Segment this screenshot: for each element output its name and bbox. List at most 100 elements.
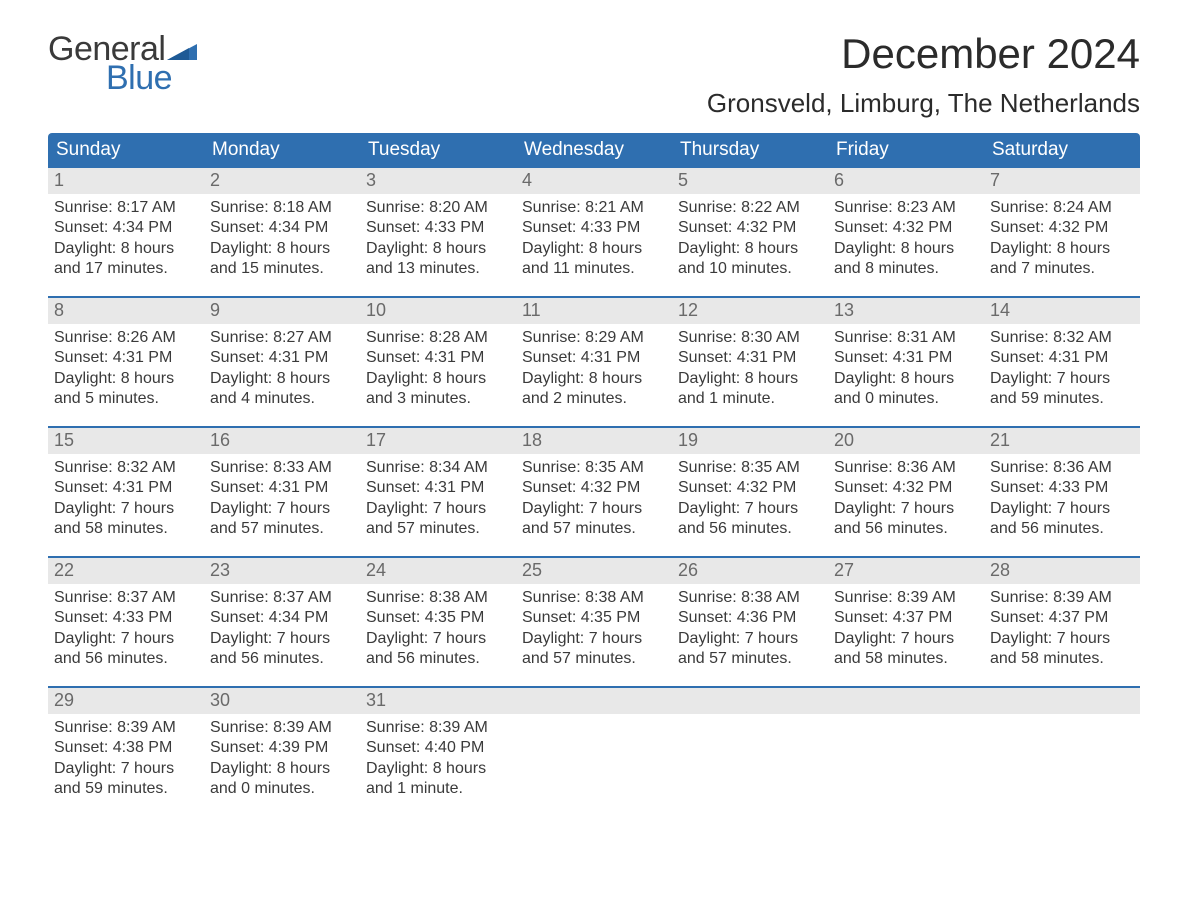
day-details: Sunrise: 8:35 AMSunset: 4:32 PMDaylight:… [516, 454, 672, 540]
day-number: 31 [360, 688, 516, 714]
day-cell [516, 688, 672, 816]
sunrise-text: Sunrise: 8:35 AM [678, 458, 822, 478]
daylight-text: Daylight: 8 hours [834, 369, 978, 389]
day-details: Sunrise: 8:18 AMSunset: 4:34 PMDaylight:… [204, 194, 360, 280]
week-row: 8Sunrise: 8:26 AMSunset: 4:31 PMDaylight… [48, 296, 1140, 426]
day-details: Sunrise: 8:28 AMSunset: 4:31 PMDaylight:… [360, 324, 516, 410]
daylight-text-2: and 56 minutes. [366, 649, 510, 669]
day-number: 3 [360, 168, 516, 194]
day-details: Sunrise: 8:37 AMSunset: 4:34 PMDaylight:… [204, 584, 360, 670]
sunrise-text: Sunrise: 8:33 AM [210, 458, 354, 478]
day-number: 29 [48, 688, 204, 714]
day-details: Sunrise: 8:35 AMSunset: 4:32 PMDaylight:… [672, 454, 828, 540]
sunset-text: Sunset: 4:36 PM [678, 608, 822, 628]
sunset-text: Sunset: 4:38 PM [54, 738, 198, 758]
day-cell: 29Sunrise: 8:39 AMSunset: 4:38 PMDayligh… [48, 688, 204, 816]
day-details: Sunrise: 8:32 AMSunset: 4:31 PMDaylight:… [48, 454, 204, 540]
sunrise-text: Sunrise: 8:38 AM [366, 588, 510, 608]
day-details: Sunrise: 8:30 AMSunset: 4:31 PMDaylight:… [672, 324, 828, 410]
sunset-text: Sunset: 4:34 PM [54, 218, 198, 238]
daylight-text-2: and 56 minutes. [210, 649, 354, 669]
daylight-text-2: and 56 minutes. [990, 519, 1134, 539]
day-details: Sunrise: 8:24 AMSunset: 4:32 PMDaylight:… [984, 194, 1140, 280]
sunrise-text: Sunrise: 8:34 AM [366, 458, 510, 478]
day-details: Sunrise: 8:22 AMSunset: 4:32 PMDaylight:… [672, 194, 828, 280]
day-number: 23 [204, 558, 360, 584]
day-cell: 19Sunrise: 8:35 AMSunset: 4:32 PMDayligh… [672, 428, 828, 556]
day-cell: 21 Sunrise: 8:36 AMSunset: 4:33 PMDayligh… [984, 428, 1140, 556]
daylight-text: Daylight: 7 hours [54, 629, 198, 649]
daylight-text-2: and 11 minutes. [522, 259, 666, 279]
daylight-text-2: and 57 minutes. [522, 649, 666, 669]
day-cell: 10Sunrise: 8:28 AMSunset: 4:31 PMDayligh… [360, 298, 516, 426]
day-details: Sunrise: 8:27 AMSunset: 4:31 PMDaylight:… [204, 324, 360, 410]
daylight-text: Daylight: 8 hours [210, 759, 354, 779]
sunrise-text: Sunrise: 8:30 AM [678, 328, 822, 348]
sunset-text: Sunset: 4:31 PM [678, 348, 822, 368]
day-details: Sunrise: 8:33 AMSunset: 4:31 PMDaylight:… [204, 454, 360, 540]
day-cell: 27Sunrise: 8:39 AMSunset: 4:37 PMDayligh… [828, 558, 984, 686]
sunset-text: Sunset: 4:32 PM [522, 478, 666, 498]
sunset-text: Sunset: 4:33 PM [366, 218, 510, 238]
sunset-text: Sunset: 4:35 PM [366, 608, 510, 628]
sunset-text: Sunset: 4:33 PM [54, 608, 198, 628]
daylight-text-2: and 17 minutes. [54, 259, 198, 279]
day-number: 22 [48, 558, 204, 584]
daylight-text-2: and 3 minutes. [366, 389, 510, 409]
day-number: 15 [48, 428, 204, 454]
day-number: 18 [516, 428, 672, 454]
day-details: Sunrise: 8:20 AMSunset: 4:33 PMDaylight:… [360, 194, 516, 280]
day-details: Sunrise: 8:23 AMSunset: 4:32 PMDaylight:… [828, 194, 984, 280]
day-cell [828, 688, 984, 816]
sunset-text: Sunset: 4:31 PM [834, 348, 978, 368]
dow-saturday: Saturday [984, 133, 1140, 168]
daylight-text-2: and 56 minutes. [834, 519, 978, 539]
day-cell: 7Sunrise: 8:24 AMSunset: 4:32 PMDaylight… [984, 168, 1140, 296]
week-row: 15Sunrise: 8:32 AMSunset: 4:31 PMDayligh… [48, 426, 1140, 556]
day-cell: 6Sunrise: 8:23 AMSunset: 4:32 PMDaylight… [828, 168, 984, 296]
sunset-text: Sunset: 4:33 PM [522, 218, 666, 238]
daylight-text: Daylight: 8 hours [522, 239, 666, 259]
calendar: Sunday Monday Tuesday Wednesday Thursday… [48, 133, 1140, 816]
day-details: Sunrise: 8:17 AMSunset: 4:34 PMDaylight:… [48, 194, 204, 280]
day-number [828, 688, 984, 714]
day-number: 20 [828, 428, 984, 454]
day-cell: 17Sunrise: 8:34 AMSunset: 4:31 PMDayligh… [360, 428, 516, 556]
day-cell: 14Sunrise: 8:32 AMSunset: 4:31 PMDayligh… [984, 298, 1140, 426]
day-number: 24 [360, 558, 516, 584]
day-cell: 5Sunrise: 8:22 AMSunset: 4:32 PMDaylight… [672, 168, 828, 296]
sunrise-text: Sunrise: 8:36 AM [990, 458, 1134, 478]
day-details: Sunrise: 8:39 AMSunset: 4:40 PMDaylight:… [360, 714, 516, 800]
day-number: 21 [984, 428, 1140, 454]
sunrise-text: Sunrise: 8:35 AM [522, 458, 666, 478]
sunrise-text: Sunrise: 8:26 AM [54, 328, 198, 348]
daylight-text: Daylight: 7 hours [990, 369, 1134, 389]
daylight-text-2: and 57 minutes. [522, 519, 666, 539]
day-details: Sunrise: 8:39 AMSunset: 4:37 PMDaylight:… [984, 584, 1140, 670]
sunset-text: Sunset: 4:31 PM [210, 348, 354, 368]
sunset-text: Sunset: 4:33 PM [990, 478, 1134, 498]
daylight-text: Daylight: 7 hours [990, 629, 1134, 649]
day-number: 2 [204, 168, 360, 194]
day-number: 10 [360, 298, 516, 324]
daylight-text-2: and 59 minutes. [54, 779, 198, 799]
daylight-text-2: and 58 minutes. [990, 649, 1134, 669]
daylight-text: Daylight: 7 hours [990, 499, 1134, 519]
sunset-text: Sunset: 4:32 PM [990, 218, 1134, 238]
day-details: Sunrise: 8:32 AMSunset: 4:31 PMDaylight:… [984, 324, 1140, 410]
day-number: 5 [672, 168, 828, 194]
daylight-text: Daylight: 8 hours [366, 369, 510, 389]
day-details: Sunrise: 8:36 AMSunset: 4:32 PMDaylight:… [828, 454, 984, 540]
daylight-text-2: and 4 minutes. [210, 389, 354, 409]
day-number: 11 [516, 298, 672, 324]
day-cell: 25Sunrise: 8:38 AMSunset: 4:35 PMDayligh… [516, 558, 672, 686]
daylight-text: Daylight: 8 hours [54, 239, 198, 259]
daylight-text: Daylight: 8 hours [210, 369, 354, 389]
sunset-text: Sunset: 4:37 PM [990, 608, 1134, 628]
sunrise-text: Sunrise: 8:32 AM [54, 458, 198, 478]
dow-thursday: Thursday [672, 133, 828, 168]
dow-wednesday: Wednesday [516, 133, 672, 168]
daylight-text: Daylight: 7 hours [210, 499, 354, 519]
daylight-text: Daylight: 7 hours [834, 629, 978, 649]
day-number: 1 [48, 168, 204, 194]
